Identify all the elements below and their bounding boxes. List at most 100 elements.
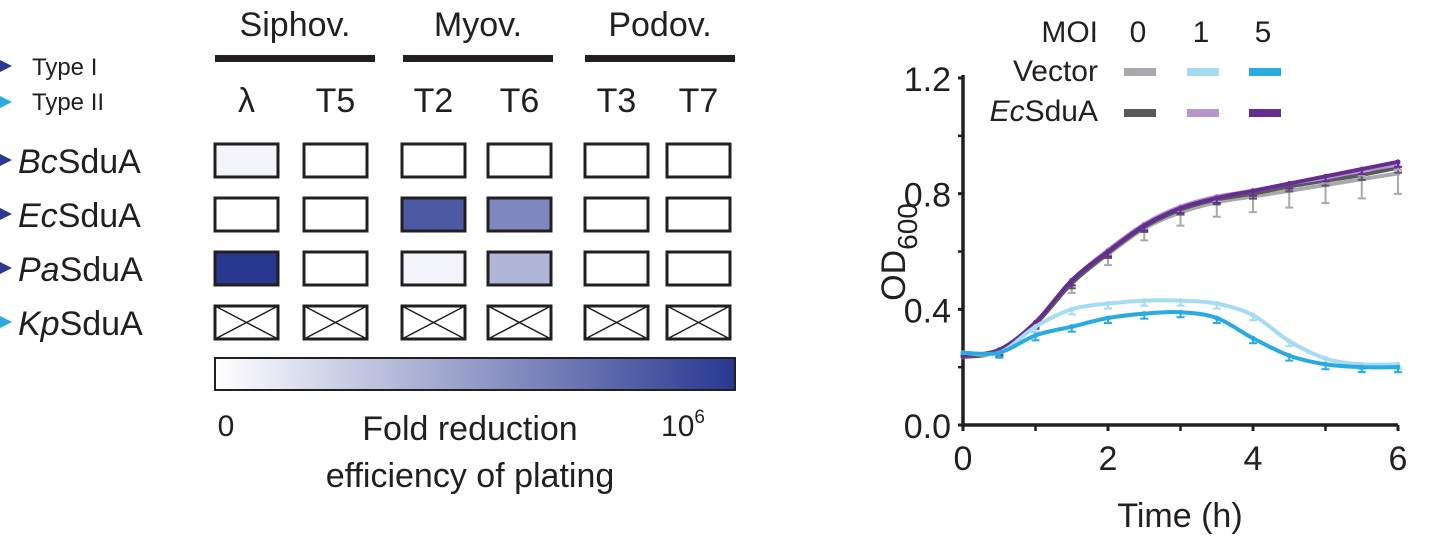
y-tick-label: 0.8	[904, 177, 951, 215]
row-label-prefix: Bc	[18, 143, 58, 181]
y-tick-label: 0.0	[904, 408, 951, 446]
type-i-triangle-icon	[0, 60, 12, 72]
x-tick-label: 0	[954, 440, 973, 478]
row-type-triangle-icon	[0, 316, 12, 328]
group-bar-myov	[403, 55, 553, 62]
colorbar-min-label: 0	[218, 410, 235, 443]
data-point	[1178, 309, 1183, 315]
data-point	[1178, 205, 1183, 211]
heatmap-cell	[583, 250, 650, 287]
cross-mark	[214, 305, 279, 340]
data-point	[1250, 335, 1256, 341]
data-point	[1033, 324, 1038, 330]
data-point	[1069, 277, 1075, 283]
heatmap-cell	[583, 142, 650, 179]
row-type-triangle-icon	[0, 262, 12, 274]
heatmap-cell	[213, 250, 280, 287]
legend-swatch-ecsdua	[1124, 109, 1156, 117]
x-axis-label: Time (h)	[1117, 497, 1242, 535]
column-header: T3	[597, 82, 637, 120]
legend-header-moi: MOI	[1041, 16, 1098, 49]
data-point	[1105, 301, 1111, 307]
y-axis-label-sub: 600	[892, 203, 923, 250]
heatmap-panel: Siphov. Myov. Podov. Type I Type II λ T5 T…	[0, 6, 736, 495]
group-header-podov: Podov.	[608, 6, 711, 44]
row-label: BcSduA	[18, 143, 141, 181]
cross-mark	[487, 305, 552, 340]
data-point	[1286, 181, 1292, 187]
group-header-myov: Myov.	[434, 6, 522, 44]
column-header: T2	[414, 82, 454, 120]
data-point	[1214, 195, 1220, 201]
colorbar-max-base: 10	[661, 410, 694, 443]
series-line	[961, 159, 1400, 358]
x-tick-label: 6	[1389, 440, 1408, 478]
row-label-suffix: SduA	[58, 197, 141, 235]
heatmap-cell	[400, 142, 467, 179]
data-point	[1395, 364, 1401, 370]
cross-mark	[584, 305, 649, 340]
row-label-suffix: SduA	[58, 143, 141, 181]
colorbar-max-label: 106	[661, 407, 705, 443]
cross-mark	[666, 305, 731, 340]
data-point	[1069, 324, 1075, 330]
legend-swatch-vector	[1187, 68, 1219, 76]
legend-swatch-vector	[1249, 68, 1281, 76]
colorbar	[214, 357, 736, 391]
cross-mark	[401, 305, 466, 340]
group-bar-podov	[585, 55, 735, 62]
data-point	[1323, 173, 1328, 179]
row-label: PaSduA	[18, 251, 143, 289]
series-ecsdua-moi-5	[960, 159, 1402, 359]
row-label: KpSduA	[18, 305, 143, 343]
row-label-prefix: Ec	[18, 197, 58, 235]
data-point	[1033, 319, 1038, 325]
data-point	[1033, 332, 1038, 338]
column-header: T7	[679, 82, 719, 120]
legend-swatch-ecsdua	[1249, 109, 1281, 117]
legend-moi-5: 5	[1255, 16, 1272, 49]
row-label-suffix: SduA	[60, 251, 143, 289]
data-point	[1250, 188, 1256, 194]
data-point	[1105, 249, 1111, 254]
y-axis-label: OD600	[875, 203, 923, 301]
growth-curve-panel: MOI 0 1 5 Vector EcSduA 0.0 0.4 0.8 1.2 0 2 4 6…	[875, 16, 1407, 535]
data-point	[1214, 301, 1220, 307]
heatmap-cell	[486, 196, 553, 233]
heatmap-cell	[213, 142, 280, 179]
data-point	[1395, 159, 1401, 165]
legend-moi-1: 1	[1193, 16, 1210, 49]
heatmap-cell	[400, 196, 467, 233]
data-point	[1105, 315, 1111, 321]
data-point	[1250, 312, 1256, 318]
data-point	[1359, 364, 1365, 370]
heatmap-cell	[665, 142, 732, 179]
data-point	[1069, 306, 1075, 312]
colorbar-max-exp: 6	[694, 407, 705, 428]
row-type-triangle-icon	[0, 208, 12, 220]
row-label-prefix: Pa	[18, 251, 60, 289]
row-label: EcSduA	[18, 197, 141, 235]
group-bar-siphov	[215, 55, 375, 62]
heatmap-cell	[583, 196, 650, 233]
data-point	[1141, 311, 1147, 317]
row-label-prefix: Kp	[18, 305, 60, 343]
series-vector-moi-5	[960, 309, 1402, 374]
legend-type-ii: Type II	[32, 89, 104, 116]
data-point	[1286, 353, 1292, 359]
heatmap-cell	[400, 250, 467, 287]
column-header: T5	[316, 82, 356, 120]
heatmap-cell	[665, 250, 732, 287]
row-label-suffix: SduA	[60, 305, 143, 343]
data-point	[1286, 338, 1292, 344]
legend-type-i: Type I	[32, 54, 97, 81]
colorbar-title-line2: efficiency of plating	[326, 457, 615, 495]
data-point	[996, 350, 1002, 356]
data-point	[1359, 166, 1365, 172]
group-header-siphov: Siphov.	[240, 6, 351, 44]
legend-row-ecsdua-prefix: Ec	[990, 95, 1025, 128]
data-point	[1178, 298, 1183, 304]
y-tick-label: 1.2	[904, 61, 951, 99]
cross-mark	[303, 305, 368, 340]
